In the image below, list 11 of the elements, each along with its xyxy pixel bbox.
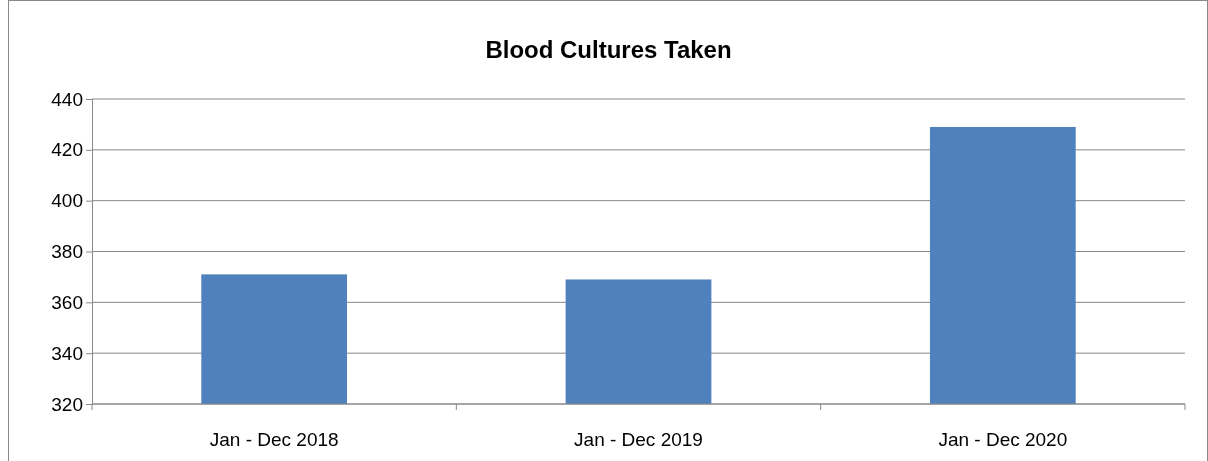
- y-tick-label: 380: [51, 241, 83, 263]
- x-tick-label: Jan - Dec 2020: [938, 429, 1068, 450]
- y-tick-label: 320: [51, 393, 83, 415]
- y-tick-label: 340: [51, 342, 83, 364]
- y-tick-label: 360: [51, 291, 83, 313]
- y-tick-label: 400: [51, 190, 83, 212]
- y-tick-label: 440: [51, 88, 83, 110]
- x-tick-label: Jan - Dec 2019: [574, 429, 703, 450]
- x-tick-label: Jan - Dec 2018: [209, 429, 339, 450]
- y-tick-label: 420: [51, 139, 83, 161]
- chart-title: Blood Cultures Taken: [485, 36, 732, 63]
